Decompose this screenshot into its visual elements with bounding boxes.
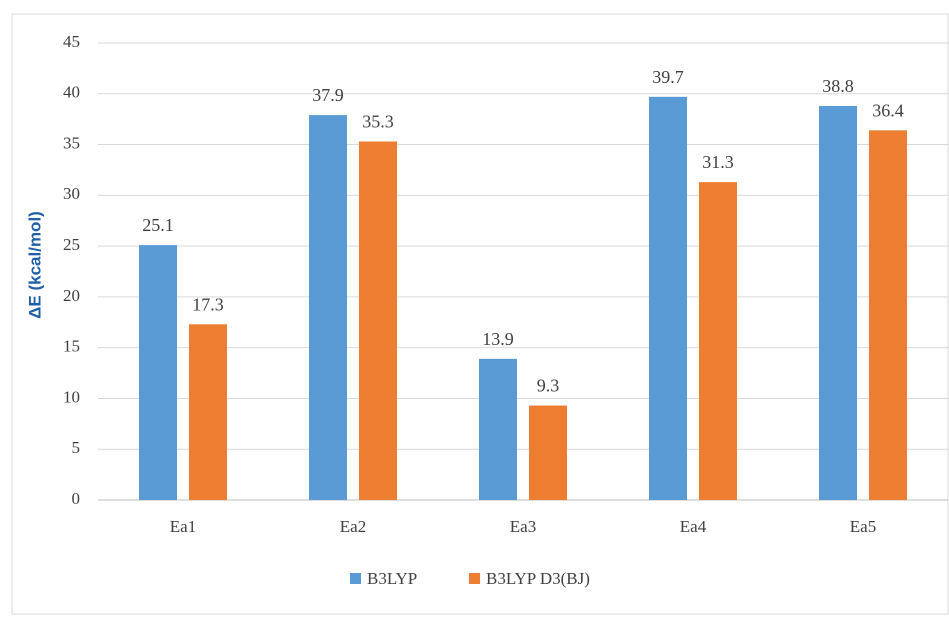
y-tick-label-10: 10 <box>63 387 80 406</box>
data-label-ea4-series1: 39.7 <box>652 67 684 87</box>
bars <box>139 96 907 501</box>
y-tick-label-35: 35 <box>63 133 80 152</box>
legend-label-b3lyp: B3LYP <box>367 569 417 588</box>
data-label-ea1-series2: 17.3 <box>192 294 224 314</box>
data-label-ea5-series1: 38.8 <box>822 76 854 96</box>
data-label-ea3-series2: 9.3 <box>537 376 560 396</box>
y-tick-label-15: 15 <box>63 337 80 356</box>
bar-ea3-series2 <box>529 405 567 500</box>
legend-swatch-b3lyp <box>350 573 361 584</box>
data-labels: 25.1 17.3 37.9 35.3 13.9 9.3 39.7 31.3 38.8 36.4 <box>142 67 904 396</box>
y-tick-labels: 0 5 10 15 20 25 30 35 40 45 <box>63 32 80 508</box>
y-tick-label-20: 20 <box>63 286 80 305</box>
data-label-ea1-series1: 25.1 <box>142 215 174 235</box>
category-label-ea5: Ea5 <box>850 517 876 536</box>
bar-ea3-series1 <box>479 358 517 500</box>
bar-ea4-series2 <box>699 182 737 500</box>
y-tick-label-45: 45 <box>63 32 80 51</box>
data-label-ea5-series2: 36.4 <box>872 100 904 120</box>
data-label-ea3-series1: 13.9 <box>482 329 514 349</box>
bar-ea5-series1 <box>819 105 857 500</box>
bar-ea1-series1 <box>139 245 177 500</box>
category-label-ea1: Ea1 <box>170 517 196 536</box>
bar-ea1-series2 <box>189 324 227 500</box>
y-tick-label-0: 0 <box>72 489 81 508</box>
category-label-ea3: Ea3 <box>510 517 536 536</box>
bar-ea2-series2 <box>359 141 397 500</box>
gridlines <box>98 42 948 501</box>
y-tick-label-40: 40 <box>63 83 80 102</box>
data-label-ea4-series2: 31.3 <box>702 152 734 172</box>
y-tick-label-25: 25 <box>63 235 80 254</box>
y-tick-label-30: 30 <box>63 184 80 203</box>
bar-ea5-series2 <box>869 130 907 501</box>
bar-ea4-series1 <box>649 96 687 500</box>
category-label-ea4: Ea4 <box>680 517 707 536</box>
data-label-ea2-series1: 37.9 <box>312 85 344 105</box>
legend-label-b3lyp-d3bj: B3LYP D3(BJ) <box>486 569 590 588</box>
bar-ea2-series1 <box>309 115 347 501</box>
legend: B3LYP B3LYP D3(BJ) <box>350 569 590 588</box>
y-tick-label-5: 5 <box>72 438 81 457</box>
legend-swatch-b3lyp-d3bj <box>469 573 480 584</box>
category-labels: Ea1 Ea2 Ea3 Ea4 Ea5 <box>170 517 876 536</box>
category-label-ea2: Ea2 <box>340 517 366 536</box>
y-axis-label: ΔE (kcal/mol) <box>25 211 44 319</box>
data-label-ea2-series2: 35.3 <box>362 112 394 132</box>
